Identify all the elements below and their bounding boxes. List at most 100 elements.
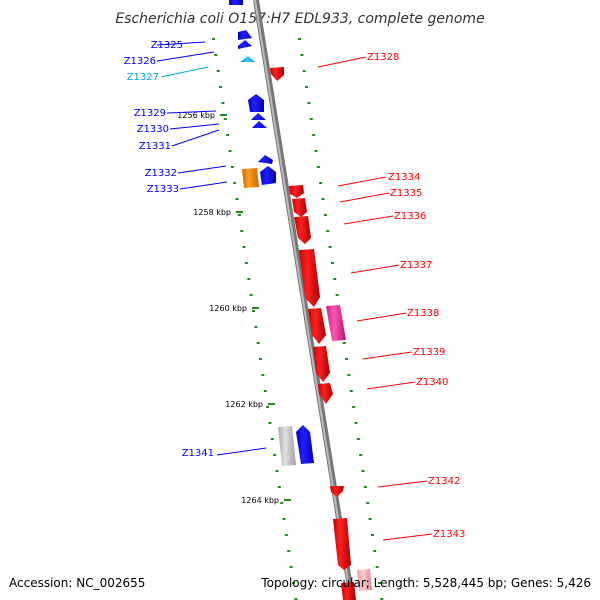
gene-arrow[interactable] [341,582,356,600]
gene-arrow[interactable] [270,67,284,81]
gene-arrow[interactable] [326,305,346,341]
gene-arrow[interactable] [333,518,351,570]
guide-dot [249,294,253,296]
gene-arrow[interactable] [258,155,273,164]
guide-dot [212,38,215,40]
gene-label[interactable]: Z1342 [428,476,460,487]
guide-dot [319,182,323,184]
guide-dot [233,182,237,184]
left-guide-dots [212,38,298,600]
gene-arrow[interactable] [248,94,264,112]
guide-dot [345,358,349,360]
guide-dot [321,198,325,200]
guide-dot [347,374,351,376]
guide-dot [259,358,263,360]
guide-dot [273,454,277,456]
guide-dot [275,470,279,472]
guide-dot [242,246,246,248]
guide-dot [361,470,365,472]
guide-dot [256,342,260,344]
gene-arrow[interactable] [299,249,320,307]
leader-line [362,351,413,360]
guide-dot [366,502,370,504]
guide-dot [368,518,372,520]
tick-label: 1260 kbp [209,304,247,313]
gene-label[interactable]: Z1329 [134,108,166,119]
guide-dot [230,166,234,168]
tick-mark [220,114,227,116]
gene-arrow[interactable] [330,486,344,497]
gene-label[interactable]: Z1330 [137,124,169,135]
gene-label[interactable]: Z1336 [394,211,426,222]
guide-dot [300,54,304,56]
gene-label[interactable]: Z1331 [139,141,171,152]
guide-dot [216,70,220,72]
gene-arrow[interactable] [289,185,304,198]
gene-arrow[interactable] [238,40,252,49]
gene-arrow[interactable] [238,30,252,40]
leader-line [317,56,367,68]
tick-mark [268,403,275,405]
guide-dot [263,390,267,392]
gene-arrow[interactable] [294,216,311,244]
gene-label[interactable]: Z1333 [147,184,179,195]
gene-arrow[interactable] [357,569,372,591]
gene-arrow[interactable] [308,308,326,344]
leader-line [339,192,390,203]
gene-label[interactable]: Z1339 [413,347,445,358]
gene-arrow[interactable] [242,168,259,188]
gene-arrow[interactable] [240,56,255,62]
accession-text: Accession: NC_002655 [9,576,146,590]
guide-dot [342,342,346,344]
gene-arrow[interactable] [229,0,243,5]
leader-line [156,51,215,62]
gene-label[interactable]: Z1341 [182,448,214,459]
gene-arrow[interactable] [318,383,333,404]
guide-dot [352,406,356,408]
guide-dot [291,582,295,584]
gene-label[interactable]: Z1338 [407,308,439,319]
gene-arrow[interactable] [251,113,266,120]
guide-dot [363,486,367,488]
gene-label[interactable]: Z1328 [367,52,399,63]
guide-dot [226,134,230,136]
gene-label[interactable]: Z1327 [127,72,159,83]
tick-label: 1264 kbp [241,496,279,505]
guide-dot [328,246,332,248]
guide-dot [370,534,374,536]
gene-label[interactable]: Z1343 [433,529,465,540]
guide-dot [268,422,272,424]
gene-arrow[interactable] [292,198,307,217]
gene-label[interactable]: Z1337 [400,260,432,271]
leader-line [169,123,220,130]
gene-label[interactable]: Z1340 [416,377,448,388]
guide-dot [287,550,291,552]
leader-line [382,533,433,541]
gene-arrow[interactable] [296,425,314,464]
gene-label[interactable]: Z1326 [124,56,156,67]
leader-line [350,264,400,274]
gene-label[interactable]: Z1325 [151,40,183,51]
guide-dot [294,598,298,600]
guide-dot [359,454,363,456]
leader-line [356,312,407,322]
guide-dot [289,566,293,568]
leader-line [166,110,217,114]
leader-line [377,480,428,488]
gene-label[interactable]: Z1335 [390,188,422,199]
guide-dot [219,86,223,88]
guide-dot [335,294,339,296]
gene-labels: Z1325 Z1326 Z1327 Z1328 Z1329 Z1330 Z1331 Z1332… [124,40,465,541]
guide-dot [214,54,218,56]
tick-label: 1258 kbp [193,208,231,217]
gene-label[interactable]: Z1334 [388,172,420,183]
gene-arrow[interactable] [260,166,276,185]
gene-arrow[interactable] [252,121,267,128]
guide-dot [221,102,225,104]
guide-dot [309,118,313,120]
gene-arrow[interactable] [278,426,296,466]
gene-arrow[interactable] [313,346,330,382]
gene-label[interactable]: Z1332 [145,168,177,179]
guide-dot [240,230,244,232]
